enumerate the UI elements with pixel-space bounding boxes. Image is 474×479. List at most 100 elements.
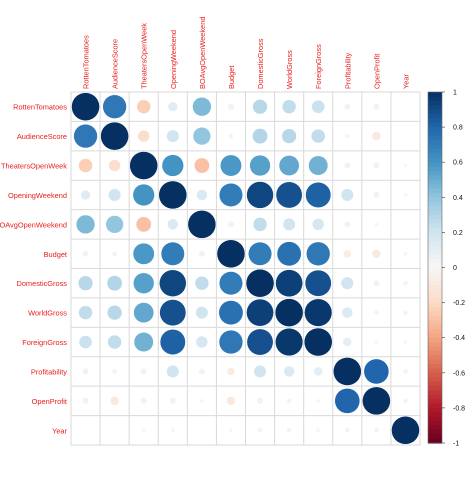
corr-circle-BOAvgOpenWeekend-ForeignGross [312, 218, 325, 231]
row-label: AudienceScore [17, 132, 67, 141]
colorbar-segment [428, 245, 442, 251]
corr-circle-TheatersOpenWeek-TheatersOpenWeek [129, 151, 158, 180]
corr-circle-AudienceScore-Year [404, 135, 407, 138]
corr-circle-OpenProfit-RottenTomatoes [82, 397, 89, 405]
corr-circle-OpenProfit-Year [402, 398, 409, 404]
colorbar-segment [428, 293, 442, 299]
corr-circle-Budget-ForeignGross [306, 241, 331, 266]
colorbar-segment [428, 188, 442, 194]
row-label: WorldGross [28, 309, 67, 318]
corr-circle-DomesticGross-AudienceScore [106, 275, 123, 292]
row-labels: RottenTomatoes AudienceScore TheatersOpenW… [0, 103, 68, 436]
colorbar-segment [428, 267, 442, 273]
colorbar-tick-label: -0.2 [453, 300, 465, 307]
colorbar-segment [428, 350, 442, 356]
corr-circle-BOAvgOpenWeekend-DomesticGross [252, 217, 268, 232]
corr-circle-ForeignGross-DomesticGross [246, 328, 274, 356]
colorbar-tick-label: 0.2 [453, 230, 463, 237]
colorbar-segment [428, 170, 442, 176]
colorbar-segment [428, 333, 442, 339]
corr-circle-Budget-WorldGross [276, 241, 302, 267]
corr-circle-Year-Budget [228, 428, 234, 433]
corr-circle-OpeningWeekend-Year [403, 192, 408, 198]
corr-circle-OpeningWeekend-OpenProfit [372, 191, 380, 199]
colorbar-segment [428, 306, 442, 312]
corr-circle-Budget-DomesticGross [248, 241, 273, 266]
corr-circle-BOAvgOpenWeekend-Budget [227, 220, 235, 228]
colorbar-segment [428, 381, 442, 387]
corr-circle-WorldGross-DomesticGross [246, 298, 274, 327]
corr-circle-TheatersOpenWeek-Profitability [343, 162, 351, 169]
corr-circle-Year-RottenTomatoes [84, 429, 87, 432]
corr-circle-AudienceScore-Profitability [344, 133, 350, 139]
row-label: BOAvgOpenWeekend [0, 220, 67, 229]
colorbar-segment [428, 210, 442, 216]
row-label: OpenProfit [32, 397, 67, 406]
corr-circle-Profitability-OpenProfit [363, 358, 390, 385]
column-label: OpenProfit [372, 54, 381, 89]
corr-circle-TheatersOpenWeek-Year [403, 163, 408, 168]
corr-circle-OpeningWeekend-ForeignGross [305, 181, 332, 208]
corr-circle-OpenProfit-Profitability [334, 388, 361, 414]
colorbar-segment [428, 149, 442, 155]
grid [70, 91, 421, 446]
corr-circle-WorldGross-BOAvgOpenWeekend [195, 306, 209, 320]
colorbar-segment [428, 346, 442, 352]
corr-circle-BOAvgOpenWeekend-OpeningWeekend [167, 218, 179, 231]
column-label: Profitability [343, 53, 352, 89]
corr-circle-OpeningWeekend-TheatersOpenWeek [132, 183, 155, 207]
column-label: OpeningWeekend [169, 30, 178, 89]
corr-circle-ForeignGross-ForeignGross [303, 327, 333, 357]
colorbar-segment [428, 368, 442, 374]
colorbar-segment [428, 355, 442, 361]
colorbar-tick-label: -0.6 [453, 370, 465, 377]
corr-circle-ForeignGross-Profitability [342, 337, 352, 347]
colorbar-segment [428, 219, 442, 225]
colorbar-segment [428, 285, 442, 291]
row-label: ForeignGross [22, 338, 67, 347]
corr-circle-TheatersOpenWeek-AudienceScore [108, 159, 121, 172]
corr-circle-BOAvgOpenWeekend-RottenTomatoes [75, 214, 96, 235]
corr-circle-OpeningWeekend-OpeningWeekend [158, 180, 188, 210]
corr-circle-Year-BOAvgOpenWeekend [200, 429, 203, 432]
corr-circle-RottenTomatoes-OpeningWeekend [167, 101, 178, 112]
corr-circle-Profitability-ForeignGross [313, 366, 323, 377]
colorbar-segment [428, 179, 442, 185]
corr-circle-TheatersOpenWeek-OpenProfit [372, 162, 380, 169]
corr-circle-Year-OpeningWeekend [170, 428, 176, 433]
row-label: DomesticGross [16, 279, 67, 288]
colorbar-segment [428, 377, 442, 383]
colorbar-tick-label: 0.4 [453, 195, 463, 202]
colorbar-segment [428, 249, 442, 255]
corr-circle-DomesticGross-Profitability [340, 276, 354, 290]
corr-circle-OpenProfit-ForeignGross [315, 398, 321, 404]
corr-circle-WorldGross-Budget [218, 300, 244, 326]
corr-circle-RottenTomatoes-AudienceScore [102, 94, 127, 119]
corr-circle-Profitability-AudienceScore [111, 368, 118, 375]
row-label: TheatersOpenWeek [1, 162, 67, 171]
corr-circle-BOAvgOpenWeekend-Year [404, 223, 407, 226]
corr-circle-WorldGross-WorldGross [274, 298, 304, 327]
corr-circle-Budget-Year [403, 251, 408, 257]
corr-circle-RottenTomatoes-BOAvgOpenWeekend [192, 97, 212, 117]
corr-circle-Budget-OpeningWeekend [160, 241, 185, 266]
corr-circle-RottenTomatoes-Profitability [343, 103, 351, 111]
corr-circle-RottenTomatoes-RottenTomatoes [71, 92, 100, 122]
corr-circle-Year-DomesticGross [257, 427, 263, 433]
colorbar-segment [428, 201, 442, 207]
corr-circle-OpenProfit-DomesticGross [256, 397, 264, 405]
colorbar-segment [428, 372, 442, 378]
colorbar: 1 0.8 0.6 0.4 0.2 0 -0.2 -0.4 -0.6 -0.8 -1 [427, 90, 465, 448]
colorbar-segment [428, 342, 442, 348]
corr-circle-ForeignGross-OpenProfit [374, 339, 379, 345]
corr-circle-WorldGross-ForeignGross [304, 298, 333, 327]
column-labels: RottenTomatoes AudienceScore TheatersOpenW… [82, 17, 411, 89]
corr-circle-WorldGross-AudienceScore [106, 304, 123, 321]
corr-circle-OpenProfit-WorldGross [286, 398, 292, 404]
colorbar-segment [428, 214, 442, 220]
colorbar-segment [428, 359, 442, 365]
colorbar-segment [428, 390, 442, 396]
corr-circle-BOAvgOpenWeekend-Profitability [343, 220, 351, 228]
